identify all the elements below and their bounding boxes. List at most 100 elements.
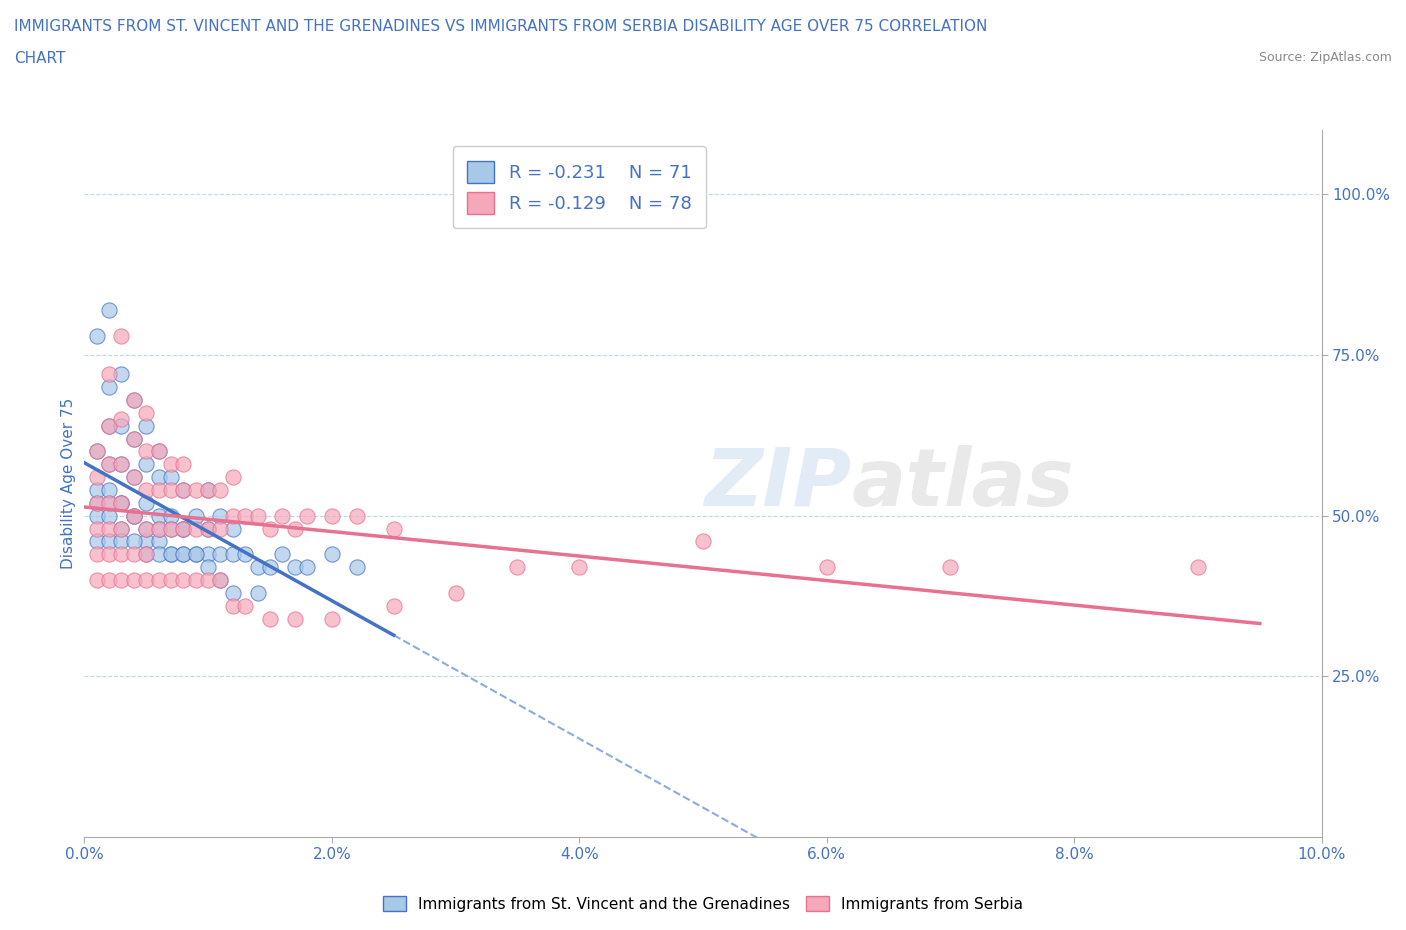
- Point: [321, 509, 343, 524]
- Point: [172, 547, 194, 562]
- Point: [86, 547, 108, 562]
- Point: [172, 521, 194, 536]
- Legend: R = -0.231    N = 71, R = -0.129    N = 78: R = -0.231 N = 71, R = -0.129 N = 78: [453, 146, 706, 228]
- Point: [246, 585, 269, 600]
- Point: [284, 611, 307, 626]
- Point: [246, 560, 269, 575]
- Point: [160, 470, 183, 485]
- Point: [148, 509, 170, 524]
- Point: [98, 367, 121, 382]
- Point: [98, 457, 121, 472]
- Point: [160, 509, 183, 524]
- Point: [184, 509, 207, 524]
- Point: [122, 534, 145, 549]
- Point: [148, 444, 170, 458]
- Point: [98, 496, 121, 511]
- Point: [209, 509, 232, 524]
- Point: [122, 392, 145, 407]
- Point: [233, 598, 256, 613]
- Point: [197, 483, 219, 498]
- Point: [110, 457, 132, 472]
- Point: [86, 444, 108, 458]
- Point: [197, 573, 219, 588]
- Point: [160, 521, 183, 536]
- Point: [135, 573, 157, 588]
- Point: [160, 521, 183, 536]
- Point: [98, 457, 121, 472]
- Point: [135, 483, 157, 498]
- Point: [110, 367, 132, 382]
- Point: [98, 547, 121, 562]
- Legend: Immigrants from St. Vincent and the Grenadines, Immigrants from Serbia: Immigrants from St. Vincent and the Gren…: [377, 889, 1029, 918]
- Point: [110, 412, 132, 427]
- Point: [222, 521, 245, 536]
- Point: [184, 547, 207, 562]
- Point: [222, 585, 245, 600]
- Point: [86, 483, 108, 498]
- Point: [135, 547, 157, 562]
- Point: [86, 534, 108, 549]
- Point: [122, 509, 145, 524]
- Point: [86, 496, 108, 511]
- Point: [184, 547, 207, 562]
- Point: [122, 470, 145, 485]
- Point: [184, 483, 207, 498]
- Point: [110, 547, 132, 562]
- Point: [98, 573, 121, 588]
- Point: [135, 534, 157, 549]
- Point: [209, 547, 232, 562]
- Point: [110, 534, 132, 549]
- Point: [284, 521, 307, 536]
- Point: [135, 521, 157, 536]
- Point: [148, 521, 170, 536]
- Point: [222, 547, 245, 562]
- Point: [209, 483, 232, 498]
- Point: [197, 547, 219, 562]
- Point: [98, 418, 121, 433]
- Point: [444, 585, 467, 600]
- Point: [98, 509, 121, 524]
- Point: [172, 573, 194, 588]
- Point: [506, 560, 529, 575]
- Point: [259, 560, 281, 575]
- Point: [135, 444, 157, 458]
- Point: [295, 509, 318, 524]
- Point: [122, 470, 145, 485]
- Point: [382, 521, 405, 536]
- Point: [197, 483, 219, 498]
- Point: [160, 457, 183, 472]
- Point: [246, 509, 269, 524]
- Point: [98, 521, 121, 536]
- Point: [321, 611, 343, 626]
- Point: [110, 496, 132, 511]
- Point: [135, 521, 157, 536]
- Point: [148, 470, 170, 485]
- Text: CHART: CHART: [14, 51, 66, 66]
- Point: [110, 328, 132, 343]
- Point: [110, 521, 132, 536]
- Point: [86, 470, 108, 485]
- Point: [172, 521, 194, 536]
- Point: [222, 509, 245, 524]
- Point: [148, 521, 170, 536]
- Point: [110, 496, 132, 511]
- Point: [209, 521, 232, 536]
- Point: [160, 547, 183, 562]
- Point: [172, 521, 194, 536]
- Point: [148, 534, 170, 549]
- Point: [122, 573, 145, 588]
- Point: [568, 560, 591, 575]
- Text: atlas: atlas: [852, 445, 1074, 523]
- Point: [172, 483, 194, 498]
- Point: [110, 418, 132, 433]
- Point: [148, 483, 170, 498]
- Point: [122, 432, 145, 446]
- Point: [86, 328, 108, 343]
- Point: [122, 547, 145, 562]
- Text: Source: ZipAtlas.com: Source: ZipAtlas.com: [1258, 51, 1392, 64]
- Point: [184, 521, 207, 536]
- Point: [98, 483, 121, 498]
- Y-axis label: Disability Age Over 75: Disability Age Over 75: [60, 398, 76, 569]
- Point: [233, 509, 256, 524]
- Point: [284, 560, 307, 575]
